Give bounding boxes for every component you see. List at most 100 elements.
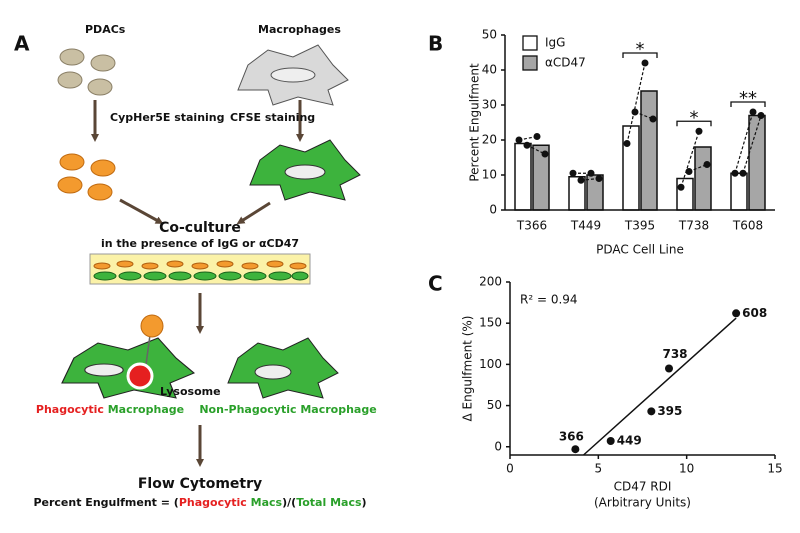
- x-axis-label: CD47 RDI: [614, 480, 672, 494]
- label: CypHer5E staining: [110, 111, 225, 124]
- point-label: 395: [657, 404, 682, 418]
- arrow: [236, 201, 271, 225]
- significance-bracket: [730, 101, 766, 107]
- label: Co-culture: [159, 220, 241, 236]
- replicate-point: [623, 140, 631, 147]
- replicate-point: [695, 127, 703, 135]
- formula-part: Total Macs: [296, 496, 362, 509]
- y-tick-label: 150: [479, 316, 502, 330]
- legend-swatch: [522, 35, 538, 51]
- point: [732, 309, 741, 318]
- y-tick-label: 20: [482, 133, 497, 147]
- replicate-point: [703, 161, 711, 168]
- significance-bracket: [676, 120, 712, 127]
- replicate-point: [595, 175, 603, 182]
- replicate-point: [685, 168, 693, 175]
- legend-label: IgG: [545, 36, 565, 50]
- x-tick-label: T366: [516, 219, 547, 233]
- bar: [730, 172, 748, 211]
- label-part: Phagocytic: [36, 403, 104, 416]
- point: [571, 445, 580, 454]
- y-tick-label: 100: [479, 357, 502, 371]
- replicate-point: [739, 169, 747, 177]
- point-label: 738: [662, 347, 687, 361]
- dish: [89, 253, 311, 285]
- fit-line: [583, 317, 737, 456]
- x-tick-label: T738: [678, 219, 709, 233]
- significance-bracket: [622, 52, 658, 58]
- pdac: [140, 314, 164, 338]
- bar: [640, 90, 658, 211]
- pair-link: [742, 115, 762, 174]
- formula-part: )/(: [282, 496, 296, 509]
- bar: [676, 177, 694, 211]
- replicate-point: [749, 108, 757, 116]
- replicate-point: [533, 133, 541, 140]
- macrophage: [237, 44, 349, 106]
- x-tick-label: T449: [570, 219, 601, 233]
- non-phagocytic-macrophage: [227, 337, 339, 399]
- point: [606, 436, 615, 445]
- x-tick-label: 10: [679, 462, 694, 476]
- label: CFSE staining: [230, 111, 315, 124]
- replicate-point: [587, 169, 595, 177]
- x-tick-label: 5: [595, 462, 603, 476]
- y-tick-label: 40: [482, 63, 497, 77]
- y-tick-label: 50: [482, 28, 497, 42]
- x-tick-label: T395: [624, 219, 655, 233]
- formula-part: Phagocytic: [179, 496, 247, 509]
- legend-label: αCD47: [545, 56, 586, 70]
- annotation: R² = 0.94: [520, 293, 578, 307]
- panel-label: A: [14, 32, 30, 56]
- formula-part: Macs: [247, 496, 283, 509]
- label: Phagocytic Macrophage: [36, 403, 184, 416]
- y-tick-label: 0: [494, 439, 502, 453]
- replicate-point: [569, 169, 577, 177]
- replicate-point: [631, 108, 639, 116]
- replicate-point: [515, 136, 523, 144]
- label: Flow Cytometry: [138, 476, 262, 492]
- stained-pdacs: [57, 153, 116, 201]
- significance: **: [739, 88, 757, 109]
- y-tick-label: 30: [482, 98, 497, 112]
- y-axis-label: Δ Engulfment (%): [461, 316, 475, 422]
- bar: [514, 142, 532, 211]
- x-tick-label: 15: [767, 462, 782, 476]
- significance: *: [636, 39, 645, 60]
- x-axis-label: PDAC Cell Line: [596, 243, 684, 257]
- replicate-point: [649, 115, 657, 123]
- point: [665, 364, 673, 373]
- significance: *: [690, 107, 699, 128]
- replicate-point: [541, 150, 549, 158]
- y-axis-label: Percent Engulfment: [468, 63, 482, 182]
- pair-link: [626, 62, 646, 144]
- y-tick-label: 0: [489, 203, 497, 217]
- x-tick-label: T608: [732, 219, 763, 233]
- point-label: 608: [742, 306, 767, 320]
- y-tick-label: 10: [482, 168, 497, 182]
- panel-label: C: [428, 272, 443, 296]
- panel-label: B: [428, 32, 443, 56]
- pdac-cells: [57, 48, 116, 96]
- replicate-point: [641, 59, 649, 67]
- formula-part: ): [362, 496, 367, 509]
- label: in the presence of IgG or αCD47: [101, 237, 299, 250]
- point-label: 449: [617, 433, 642, 447]
- replicate-point: [523, 141, 531, 149]
- replicate-point: [757, 112, 765, 119]
- replicate-point: [731, 169, 739, 177]
- x-tick-label: 0: [506, 462, 514, 476]
- phagocytic-macrophage: [61, 337, 196, 399]
- replicate-point: [577, 176, 585, 184]
- arrow: [119, 198, 164, 224]
- y-tick-label: 50: [487, 398, 502, 412]
- replicate-point: [677, 183, 685, 191]
- x-axis-label: (Arbitrary Units): [594, 496, 691, 510]
- formula-part: Percent Engulfment = (: [33, 496, 178, 509]
- formula: Percent Engulfment = (Phagocytic Macs)/(…: [33, 496, 366, 509]
- label-part: Macrophage: [104, 403, 184, 416]
- bar: [694, 146, 712, 211]
- lysosome: [126, 362, 154, 390]
- pair-link: [734, 111, 754, 174]
